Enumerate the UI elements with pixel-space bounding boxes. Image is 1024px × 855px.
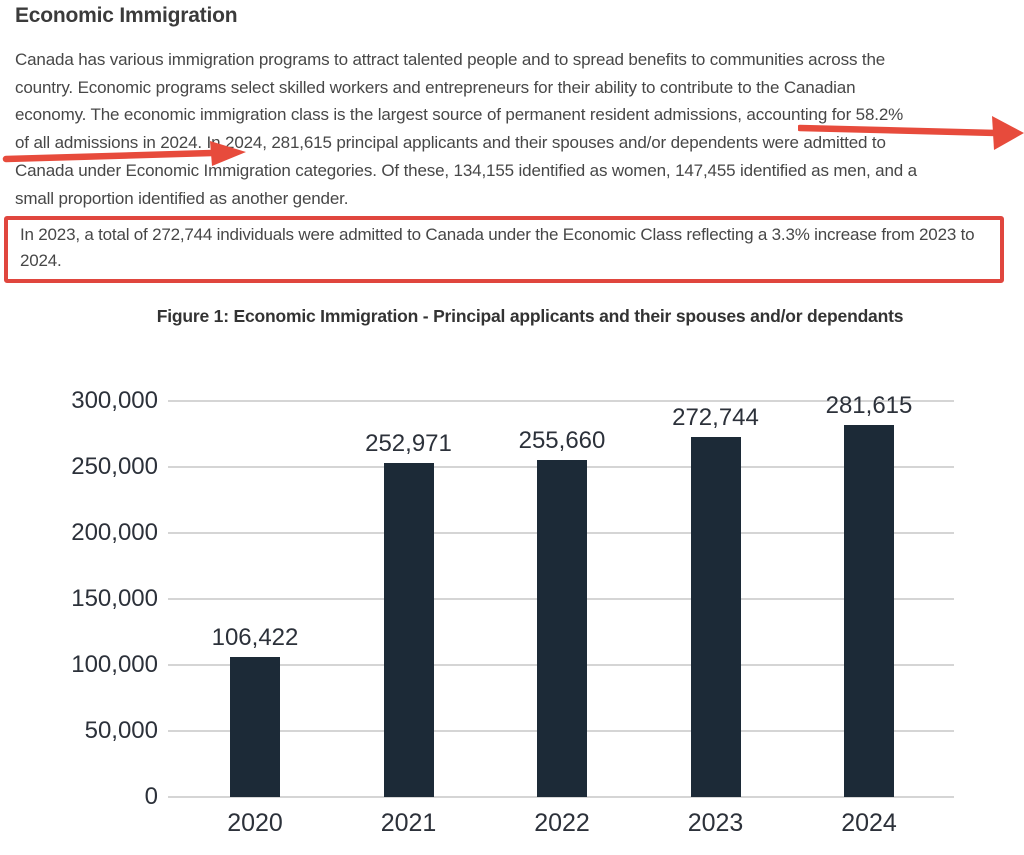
x-tick-label-2022: 2022 (534, 809, 590, 837)
y-tick-label: 200,000 (71, 519, 158, 546)
bar-value-label: 106,422 (211, 623, 299, 651)
y-tick-label: 100,000 (71, 651, 158, 678)
x-tick-label-2020: 2020 (227, 809, 283, 837)
red-arrow-annotation-58-percent (798, 116, 1024, 150)
bar-2023 (690, 436, 741, 797)
gridline (168, 796, 954, 798)
bar-2020 (230, 656, 280, 797)
red-arrow-annotation-in-2024 (2, 141, 246, 166)
highlighted-note-text: In 2023, a total of 272,744 individuals … (20, 225, 975, 270)
y-tick-label: 150,000 (71, 585, 158, 612)
paragraph-line: of all admissions in 2024. In 2024, 281,… (15, 133, 886, 153)
x-tick-label-2024: 2024 (841, 809, 897, 837)
y-tick-label: 250,000 (71, 453, 158, 480)
y-tick-label: 50,000 (84, 717, 158, 744)
bar-2022 (537, 459, 587, 797)
gridline (168, 400, 954, 402)
paragraph-line: country. Economic programs select skille… (15, 77, 856, 97)
intro-paragraph: Canada has various immigration programs … (15, 46, 1017, 212)
paragraph-line: Canada has various immigration programs … (15, 50, 886, 69)
y-tick-label: 0 (144, 783, 158, 810)
bar-value-label: 252,971 (365, 430, 452, 458)
bar-2024 (844, 425, 894, 797)
bar-value-label: 255,660 (518, 426, 606, 454)
bar-value-label: 272,744 (672, 403, 759, 431)
figure-caption: Figure 1: Economic Immigration - Princip… (156, 306, 904, 326)
bar-chart: 300,000 250,000 200,000 150,000 100,000 50,00… (0, 380, 1024, 850)
y-tick-label: 300,000 (71, 387, 158, 414)
x-tick-label-2021: 2021 (380, 809, 437, 837)
paragraph-line: economy. The economic immigration class … (15, 105, 904, 125)
page-title: Economic Immigration (15, 4, 238, 27)
paragraph-line: small proportion identified as another g… (15, 188, 349, 208)
highlighted-note-box: In 2023, a total of 272,744 individuals … (4, 216, 1004, 283)
x-tick-label-2023: 2023 (687, 809, 744, 837)
bar-value-label: 281,615 (825, 392, 913, 420)
paragraph-line: Canada under Economic Immigration catego… (15, 160, 917, 180)
bar-2021 (383, 463, 434, 797)
